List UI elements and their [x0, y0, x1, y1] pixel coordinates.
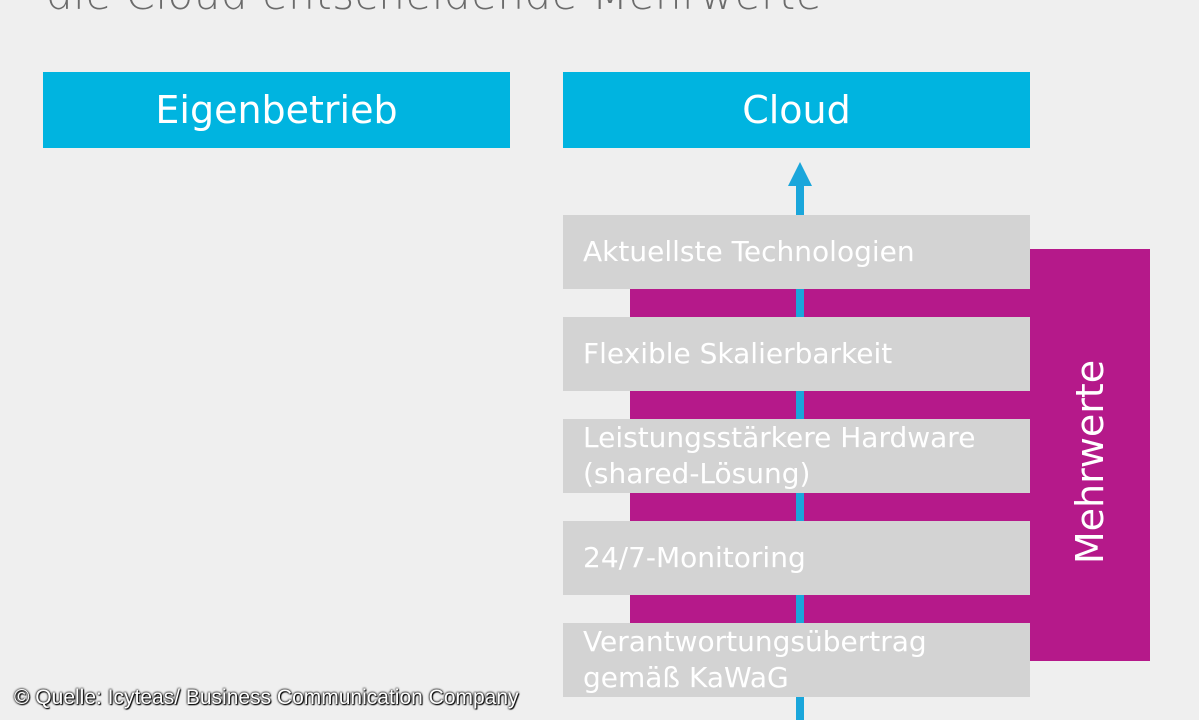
header-cloud: Cloud	[563, 72, 1030, 148]
benefit-box: Aktuellste Technologien	[563, 215, 1030, 289]
benefit-label: Verantwortungsübertrag gemäß KaWaG	[583, 625, 927, 694]
benefit-label: Leistungsstärkere Hardware (shared-Lösun…	[583, 421, 976, 490]
benefit-label: 24/7-Monitoring	[583, 541, 806, 574]
magenta-band	[630, 595, 1030, 623]
mehrwerte-label: Mehrwerte	[1068, 359, 1112, 565]
benefit-box: 24/7-Monitoring	[563, 521, 1030, 595]
arrow-up-icon	[788, 162, 812, 186]
header-cloud-label: Cloud	[742, 88, 851, 132]
magenta-band	[630, 391, 1030, 419]
mehrwerte-panel	[1030, 249, 1150, 661]
benefit-box: Verantwortungsübertrag gemäß KaWaG	[563, 623, 1030, 697]
benefit-box: Leistungsstärkere Hardware (shared-Lösun…	[563, 419, 1030, 493]
benefit-label: Aktuellste Technologien	[583, 235, 915, 268]
diagram-title: die Cloud entscheidende Mehrwerte	[46, 0, 822, 19]
magenta-band	[630, 493, 1030, 521]
magenta-band	[630, 289, 1030, 317]
header-eigenbetrieb-label: Eigenbetrieb	[155, 88, 398, 132]
benefit-box: Flexible Skalierbarkeit	[563, 317, 1030, 391]
header-eigenbetrieb: Eigenbetrieb	[43, 72, 510, 148]
source-credit: © Quelle: Icyteas/ Business Communicatio…	[14, 686, 519, 709]
benefit-label: Flexible Skalierbarkeit	[583, 337, 893, 370]
